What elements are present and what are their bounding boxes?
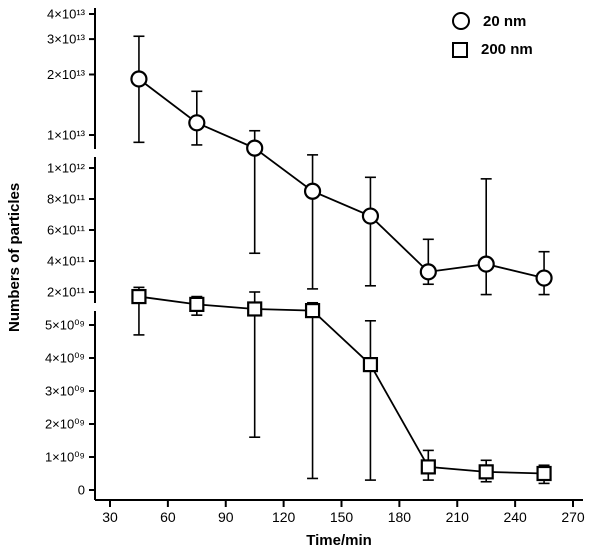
svg-text:2×10¹³: 2×10¹³ (47, 67, 86, 82)
svg-text:3×10¹³: 3×10¹³ (47, 32, 86, 47)
legend: 20 nm 200 nm (452, 12, 533, 58)
svg-text:240: 240 (503, 509, 527, 525)
svg-text:8×10¹¹: 8×10¹¹ (47, 192, 86, 207)
svg-text:3×10⁰⁹: 3×10⁰⁹ (45, 384, 85, 399)
svg-text:2×10¹¹: 2×10¹¹ (47, 285, 86, 300)
y-axis-title: Numbers of particles (6, 182, 23, 333)
svg-text:180: 180 (388, 509, 412, 525)
legend-label-200nm: 200 nm (481, 41, 533, 58)
svg-text:6×10¹¹: 6×10¹¹ (47, 223, 86, 238)
svg-text:1×10¹³: 1×10¹³ (47, 128, 86, 143)
circle-marker-icon (452, 12, 470, 30)
svg-text:0: 0 (78, 483, 85, 498)
svg-text:4×10¹¹: 4×10¹¹ (47, 254, 86, 269)
svg-text:150: 150 (330, 509, 354, 525)
svg-text:90: 90 (218, 509, 234, 525)
svg-text:30: 30 (102, 509, 118, 525)
svg-text:4×10¹³: 4×10¹³ (47, 7, 86, 22)
svg-text:2×10⁰⁹: 2×10⁰⁹ (45, 417, 85, 432)
svg-text:4×10⁰⁹: 4×10⁰⁹ (45, 351, 85, 366)
svg-text:5×10⁰⁹: 5×10⁰⁹ (45, 318, 85, 333)
square-marker-icon (452, 41, 468, 58)
svg-text:120: 120 (272, 509, 296, 525)
svg-text:60: 60 (160, 509, 176, 525)
x-axis-title: Time/min (306, 532, 372, 549)
legend-label-20nm: 20 nm (483, 12, 527, 30)
svg-text:1×10⁰⁹: 1×10⁰⁹ (45, 450, 85, 465)
legend-item-200nm: 200 nm (452, 41, 533, 58)
svg-text:270: 270 (561, 509, 585, 525)
legend-item-20nm: 20 nm (452, 12, 533, 30)
svg-text:1×10¹²: 1×10¹² (47, 161, 86, 176)
svg-text:210: 210 (446, 509, 470, 525)
